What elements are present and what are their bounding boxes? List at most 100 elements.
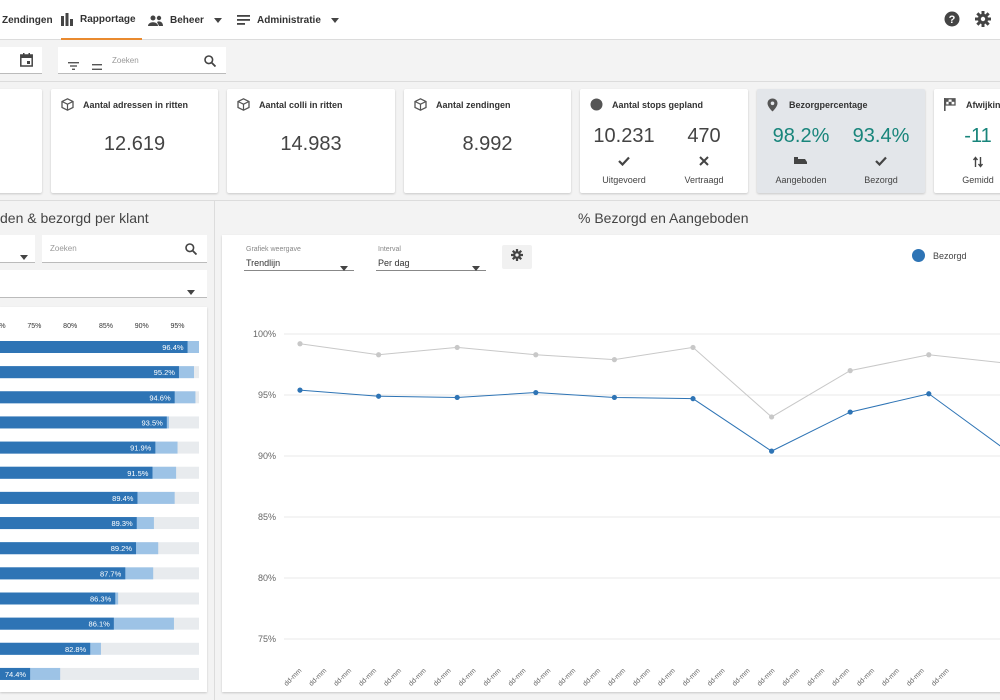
kpi-title: Aantal stops gepland	[612, 100, 704, 110]
x-tick-label: dd-mm	[482, 667, 502, 687]
swap-vertical-icon	[938, 156, 1000, 172]
gear-icon	[511, 248, 523, 266]
nav-beheer-label: Beheer	[170, 14, 204, 26]
kpi-sub-label: Vertraagd	[684, 175, 724, 185]
people-icon	[148, 15, 163, 26]
y-tick-label: 80%	[258, 573, 276, 583]
kpi-sub-value: -11	[964, 125, 992, 147]
x-tick-label: dd-mm	[856, 667, 876, 687]
kpi-card-colli[interactable]: Aantal colli in ritten 14.983	[227, 89, 395, 193]
bar-bezorgd	[0, 517, 137, 530]
data-point	[611, 394, 617, 401]
chevron-down-icon	[20, 247, 28, 265]
kpi-sub-aangeboden: 98.2% Aangeboden	[761, 125, 841, 185]
x-tick-label: dd-mm	[706, 667, 726, 687]
nav-administratie-label: Administratie	[257, 14, 321, 26]
data-point	[533, 389, 539, 396]
filter-icon[interactable]	[68, 57, 79, 75]
kpi-card-bezorgpercentage[interactable]: Bezorgpercentage 98.2% Aangeboden 93.4% …	[757, 89, 925, 193]
x-tick-label: dd-mm	[308, 667, 328, 687]
filter-search[interactable]: Zoeken	[58, 47, 226, 74]
data-point	[769, 448, 775, 454]
package-icon	[61, 98, 74, 116]
left-search[interactable]: Zoeken	[42, 235, 207, 263]
kpi-sub-vertraagd: 470 Vertraagd	[664, 125, 744, 185]
chart-view-select[interactable]: Grafiek weergave Trendlijn	[244, 243, 354, 271]
bar-value-label: 74.4%	[5, 670, 27, 679]
data-point	[769, 414, 775, 420]
chevron-down-icon	[187, 282, 195, 300]
bar-value-label: 89.4%	[112, 494, 134, 503]
chart-title: % Bezorgd en Aangeboden	[578, 210, 749, 226]
chart-interval-label: Interval	[378, 246, 401, 253]
divider	[0, 200, 1000, 201]
left-sort-select[interactable]	[0, 270, 207, 298]
bar-chart-icon	[61, 12, 73, 26]
search-icon[interactable]	[185, 242, 198, 260]
x-tick-label: dd-mm	[657, 667, 677, 687]
x-tick-label: dd-mm	[432, 667, 452, 687]
left-search-input[interactable]: Zoeken	[50, 244, 77, 253]
bar-bezorgd	[0, 542, 137, 555]
nav-beheer[interactable]: Beheer	[148, 0, 222, 40]
location-pin-icon	[767, 98, 778, 117]
x-tick-label: dd-mm	[408, 667, 428, 687]
settings-icon[interactable]	[975, 11, 991, 32]
x-tick-label: dd-mm	[756, 667, 776, 687]
kpi-sub-value: 98.2%	[772, 125, 830, 147]
bar-bezorgd	[0, 391, 175, 404]
kpi-sub-value: 470	[687, 125, 721, 147]
bar-bezorgd	[0, 491, 138, 504]
kpi-card-partial	[0, 89, 42, 193]
search-icon[interactable]	[204, 54, 217, 72]
x-tick-label: dd-mm	[632, 667, 652, 687]
x-tick-label: 80%	[63, 323, 77, 330]
series-line	[299, 389, 1000, 452]
chart-interval-value: Per dag	[378, 258, 410, 268]
kpi-card-stops[interactable]: Aantal stops gepland 10.231 Uitgevoerd 4…	[580, 89, 748, 193]
chart-legend[interactable]: Bezorgd	[912, 249, 967, 262]
bar-bezorgd	[0, 617, 114, 630]
x-tick-label: dd-mm	[731, 667, 751, 687]
kpi-card-zendingen[interactable]: Aantal zendingen 8.992	[404, 89, 571, 193]
y-tick-label: 100%	[253, 329, 276, 339]
kpi-sub-uitgevoerd: 10.231 Uitgevoerd	[584, 125, 664, 185]
bar-value-label: 89.3%	[111, 519, 133, 528]
bar-bezorgd	[0, 366, 179, 379]
y-tick-label: 95%	[258, 390, 276, 400]
kpi-sub-gemiddeld: -11 Gemidd	[938, 125, 1000, 185]
bar-value-label: 87.7%	[100, 569, 122, 578]
bar-bezorgd	[0, 567, 126, 580]
x-tick-label: 70%	[0, 323, 6, 330]
nav-zendingen[interactable]: Zendingen	[2, 0, 53, 40]
x-tick-label: dd-mm	[507, 667, 527, 687]
kpi-sub-label: Aangeboden	[775, 175, 827, 185]
chevron-down-icon	[340, 258, 348, 276]
filter-search-input[interactable]: Zoeken	[112, 56, 139, 65]
x-tick-label: dd-mm	[881, 667, 901, 687]
x-tick-label: dd-mm	[457, 667, 477, 687]
y-tick-label: 90%	[258, 451, 276, 461]
x-tick-label: dd-mm	[557, 667, 577, 687]
nav-rapportage[interactable]: Rapportage	[61, 0, 142, 40]
bar-value-label: 82.8%	[65, 645, 87, 654]
date-picker[interactable]	[0, 47, 42, 74]
nav-administratie[interactable]: Administratie	[237, 0, 339, 40]
nav-rapportage-label: Rapportage	[80, 13, 136, 25]
kpi-card-adressen[interactable]: Aantal adressen in ritten 12.619	[51, 89, 218, 193]
bar-value-label: 86.3%	[90, 595, 112, 604]
chart-interval-select[interactable]: Interval Per dag	[376, 243, 486, 271]
x-tick-label: dd-mm	[333, 667, 353, 687]
x-tick-label: dd-mm	[681, 667, 701, 687]
left-client-select[interactable]	[0, 235, 35, 263]
chart-settings-button[interactable]	[502, 245, 532, 269]
kpi-card-afwijking[interactable]: Afwijking -11 Gemidd	[934, 89, 1000, 193]
help-icon[interactable]: ?	[944, 11, 960, 32]
kpi-sub-value: 10.231	[593, 125, 655, 147]
data-point	[690, 344, 696, 351]
data-point	[297, 387, 303, 393]
calendar-icon	[20, 53, 33, 72]
x-tick-label: dd-mm	[930, 667, 950, 687]
circle-icon	[590, 98, 603, 116]
package-icon	[237, 98, 250, 116]
